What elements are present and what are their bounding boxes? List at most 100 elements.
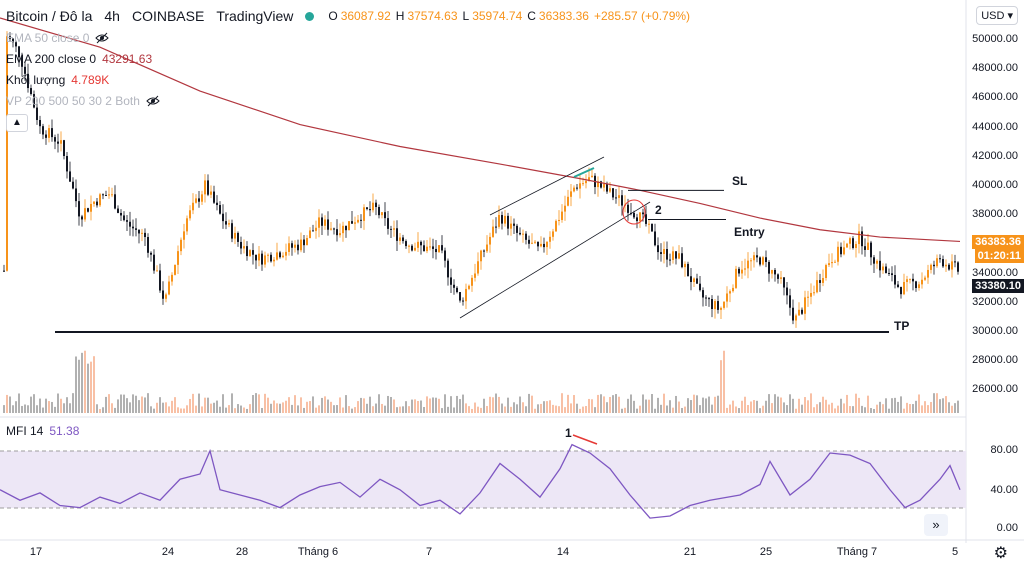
volume-bar — [834, 408, 836, 413]
volume-bar — [6, 394, 8, 413]
exchange-label: COINBASE — [131, 8, 205, 24]
volume-legend[interactable]: Khối lượng 4.789K — [6, 73, 110, 87]
candle-body — [63, 140, 65, 157]
candle-body — [237, 232, 239, 242]
volume-bar — [393, 399, 395, 413]
candle-body — [750, 260, 752, 262]
candle-body — [126, 220, 128, 222]
ema200-legend[interactable]: EMA 200 close 0 43291.63 — [6, 52, 153, 66]
candle-body — [153, 254, 155, 271]
eye-hidden-icon[interactable] — [146, 95, 160, 107]
candle-body — [156, 270, 158, 272]
price-axis-label: 34000.00 — [972, 266, 1018, 279]
volume-bar — [606, 402, 608, 413]
interval-label[interactable]: 4h — [104, 8, 120, 24]
candle-body — [864, 246, 866, 250]
candle-body — [909, 278, 911, 280]
volume-bar — [570, 403, 572, 413]
candle-body — [357, 219, 359, 223]
candle-body — [951, 261, 953, 270]
volume-bar — [651, 394, 653, 413]
volume-bar — [264, 393, 266, 413]
candle-body — [111, 194, 113, 196]
candle-body — [618, 195, 620, 198]
candle-body — [15, 42, 17, 47]
volume-bar — [294, 395, 296, 413]
volume-bar — [510, 406, 512, 413]
candle-body — [867, 242, 869, 250]
candle-body — [135, 228, 137, 230]
volume-bar — [663, 393, 665, 413]
candle-body — [240, 241, 242, 249]
candle-body — [363, 207, 365, 221]
candle-body — [438, 245, 440, 253]
candle-body — [858, 231, 860, 245]
volume-bar — [420, 400, 422, 413]
channel-upper-line — [489, 156, 605, 216]
volume-bar — [252, 395, 254, 413]
scroll-to-realtime-button[interactable]: » — [924, 514, 948, 536]
gear-icon[interactable]: ⚙ — [993, 545, 1008, 562]
eye-hidden-icon[interactable] — [95, 32, 110, 44]
collapse-legend-button[interactable]: ▲ — [6, 114, 28, 132]
volume-bar — [159, 397, 161, 413]
price-axis-label: 46000.00 — [972, 91, 1018, 104]
candle-body — [234, 232, 236, 239]
volume-bar — [417, 400, 419, 413]
candle-body — [450, 277, 452, 285]
volume-bar — [735, 406, 737, 413]
volume-bar — [897, 401, 899, 413]
candle-body — [681, 253, 683, 268]
volume-bar — [765, 400, 767, 413]
volume-bar — [957, 400, 959, 413]
candle-body — [684, 263, 686, 268]
candle-body — [204, 180, 206, 195]
chart-header: Bitcoin / Đô la 4h COINBASE TradingView … — [6, 8, 692, 24]
price-axis-label: 26000.00 — [972, 383, 1018, 396]
candle-body — [402, 237, 404, 242]
volume-bar — [30, 396, 32, 413]
candle-body — [84, 208, 86, 220]
candle-body — [882, 266, 884, 271]
symbol-name[interactable]: Bitcoin / Đô la — [6, 8, 93, 24]
candle-body — [315, 227, 317, 231]
candle-body — [381, 212, 383, 216]
candle-body — [513, 223, 515, 226]
candle-body — [264, 255, 266, 265]
volume-bar — [447, 406, 449, 413]
volume-bar — [480, 407, 482, 413]
candle-body — [897, 284, 899, 287]
volume-bar — [873, 408, 875, 413]
volume-bar — [282, 402, 284, 413]
volume-bar — [216, 400, 218, 413]
volume-bar — [747, 405, 749, 413]
volume-bar — [543, 401, 545, 413]
candle-body — [78, 201, 80, 217]
candle-body — [822, 278, 824, 283]
candle-body — [528, 239, 530, 244]
candle-body — [789, 295, 791, 308]
volume-bar — [207, 397, 209, 413]
candle-body — [648, 223, 650, 225]
volume-bar — [702, 397, 704, 413]
volume-bar — [696, 395, 698, 413]
volume-bar — [426, 396, 428, 413]
volume-bar — [801, 404, 803, 413]
candle-body — [489, 236, 491, 245]
mfi-legend[interactable]: MFI 14 51.38 — [6, 424, 80, 438]
volume-bar — [564, 407, 566, 413]
volume-bar — [66, 397, 68, 413]
candle-body — [273, 259, 275, 262]
currency-button[interactable]: USD ▾ — [976, 6, 1018, 25]
candle-body — [342, 225, 344, 234]
volume-bar — [111, 403, 113, 413]
candle-body — [375, 202, 377, 208]
volume-bar — [366, 403, 368, 413]
ema50-legend[interactable]: EMA 50 close 0 — [6, 31, 110, 45]
candle-body — [501, 215, 503, 224]
volume-bar — [372, 406, 374, 413]
volume-bar — [660, 404, 662, 413]
vp-legend[interactable]: VP 200 500 50 30 2 Both — [6, 94, 160, 108]
volume-bar — [600, 394, 602, 413]
